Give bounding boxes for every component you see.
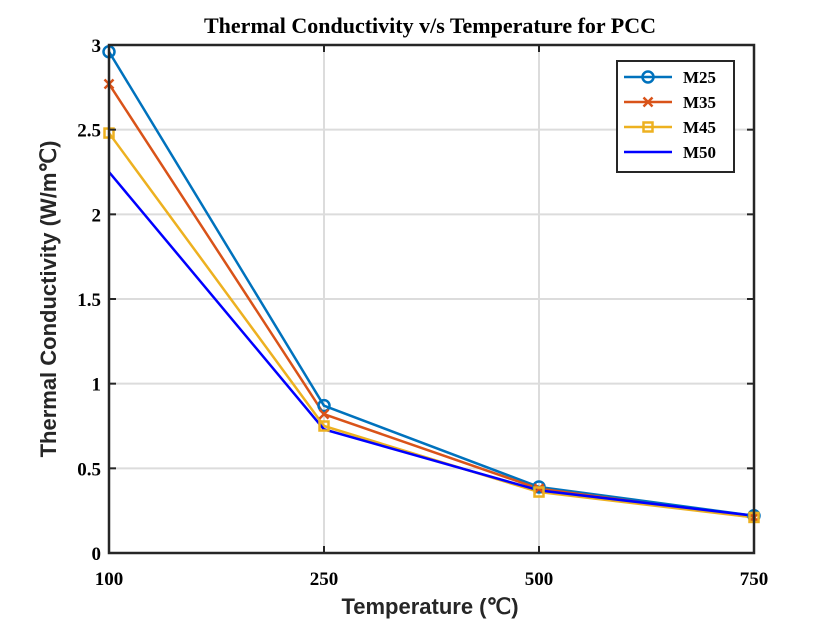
legend-marker-m35-stroke	[642, 96, 654, 108]
y-tick-label: 1	[92, 375, 102, 396]
data-point-m25	[317, 398, 331, 413]
legend-box	[616, 60, 735, 173]
legend-label-m25: M25	[683, 68, 716, 87]
y-tick-label: 2	[92, 205, 102, 226]
series-line-m50	[108, 171, 755, 517]
y-tick-label: 2.5	[77, 121, 101, 142]
x-axis-label: Temperature (℃)	[341, 594, 518, 619]
y-tick-label: 0.5	[77, 459, 101, 480]
y-tick-label: 0	[92, 544, 102, 565]
data-point-m35	[318, 408, 330, 420]
series-markers	[102, 45, 761, 524]
legend-label-m50: M50	[683, 143, 716, 162]
legend-marker-m45	[642, 121, 654, 133]
legend-label-m35: M35	[683, 93, 716, 112]
y-tick-label: 1.5	[77, 290, 101, 311]
y-axis-label: Thermal Conductivity (W/m℃)	[36, 141, 61, 458]
x-tick-label: 100	[95, 569, 124, 590]
x-tick-label: 500	[525, 569, 554, 590]
legend-label-m45: M45	[683, 118, 716, 137]
legend-marker-m35	[642, 96, 654, 108]
legend-marker-m25	[641, 70, 655, 84]
legend: M25 M35 M45 M50	[616, 60, 735, 173]
y-tick-label: 3	[92, 36, 102, 57]
x-tick-label: 750	[740, 569, 769, 590]
chart-title: Thermal Conductivity v/s Temperature for…	[204, 13, 656, 38]
data-point-m45	[318, 420, 330, 432]
series-lines	[107, 51, 755, 519]
data-point-m35-stroke	[318, 408, 330, 420]
axis-ticks: 100 250 500 750 0 0.5 1 1.5 2 2.5 3	[77, 36, 768, 590]
data-point-m45	[533, 486, 545, 498]
series-line-m25	[107, 51, 755, 517]
x-tick-label: 250	[310, 569, 339, 590]
